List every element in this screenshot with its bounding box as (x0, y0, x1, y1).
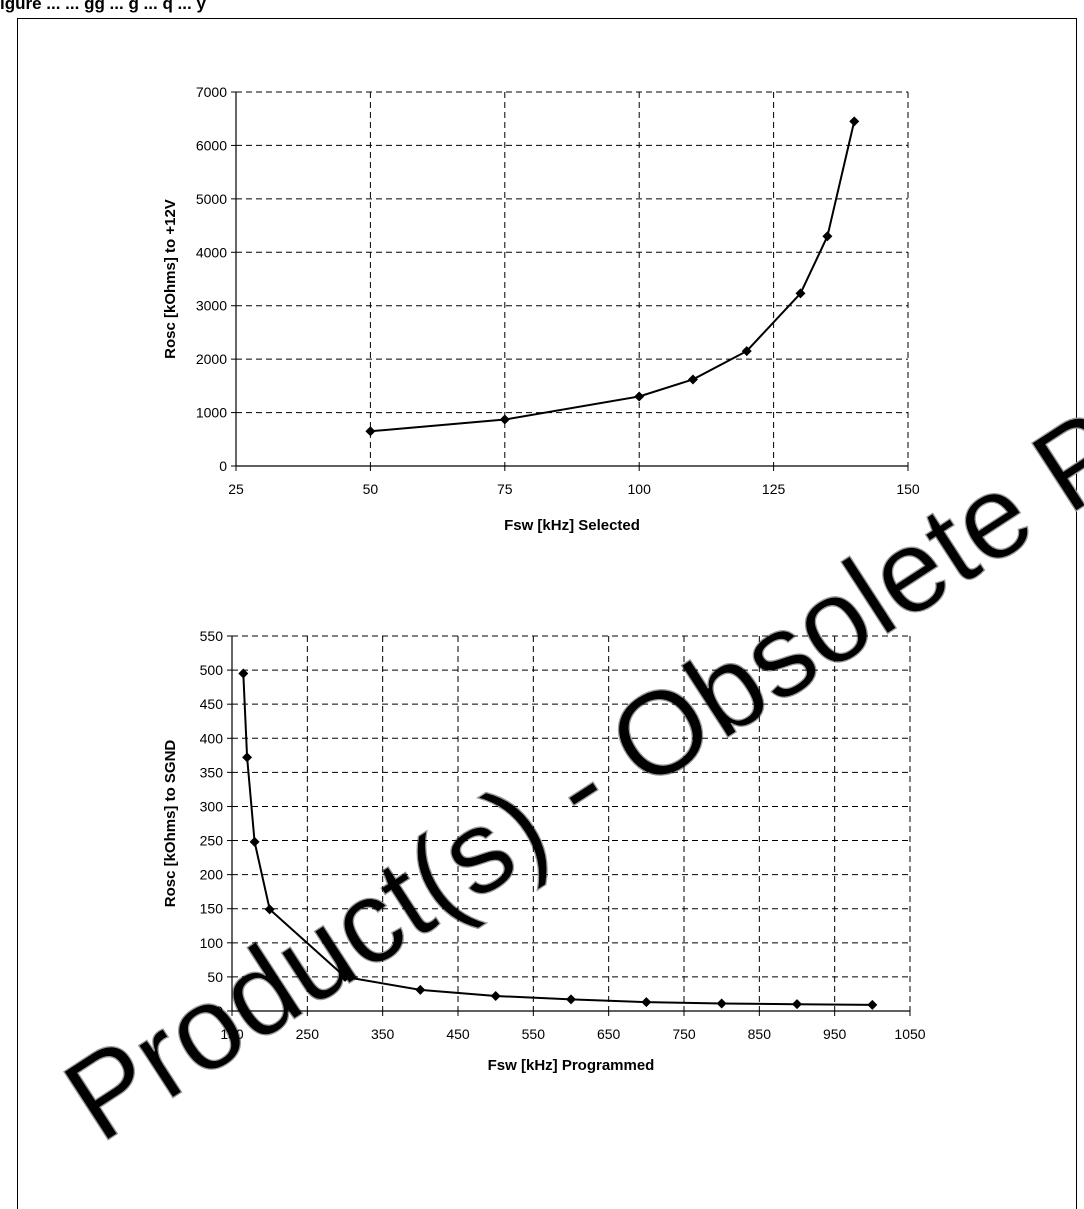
chart-rosc-vs-fsw-selected: 0 1000 2000 3000 4000 5000 6000 7000 25 50 75 100 12… (162, 84, 920, 534)
data-point (687, 374, 698, 385)
data-point (490, 991, 501, 1001)
x-tick-label: 50 (363, 481, 379, 497)
y-tick-label: 7000 (196, 84, 227, 100)
x-tick-label: 150 (220, 1026, 244, 1042)
x-tick-label: 750 (672, 1026, 696, 1042)
data-point (340, 971, 350, 982)
y-tick-label: 200 (200, 867, 224, 883)
data-point (365, 426, 376, 437)
data-point (499, 414, 510, 425)
y-tick-label: 4000 (196, 244, 227, 260)
y-tick-label: 250 (200, 833, 224, 849)
y-tick-label: 550 (200, 628, 224, 644)
x-tick-label: 550 (522, 1026, 546, 1042)
data-point (795, 288, 806, 299)
y-tick-label: 350 (200, 764, 224, 780)
x-tick-label: 350 (371, 1026, 395, 1042)
series-line (242, 673, 873, 1006)
y-tick-label: 450 (200, 696, 224, 712)
x-tick-label: 850 (748, 1026, 772, 1042)
y-tick-label: 6000 (196, 137, 227, 153)
data-point (822, 231, 833, 242)
y-axis-title: Rosc [kOhms] to +12V (162, 199, 179, 359)
y-tick-label: 50 (207, 969, 223, 985)
figure-caption: igure ... ... gg ... g ... q ... y (0, 0, 206, 13)
y-tick-label: 300 (200, 798, 224, 814)
data-point (741, 346, 752, 357)
y-tick-label: 0 (215, 1003, 223, 1019)
x-tick-label: 100 (628, 481, 652, 497)
data-point (264, 904, 275, 915)
y-tick-label: 500 (200, 662, 224, 678)
x-tick-label: 650 (597, 1026, 621, 1042)
data-point (238, 668, 249, 679)
x-tick-label: 950 (823, 1026, 847, 1042)
data-point (242, 752, 253, 763)
y-tick-label: 400 (200, 730, 224, 746)
data-point (867, 999, 878, 1010)
x-tick-label: 125 (762, 481, 786, 497)
x-tick-label: 25 (228, 481, 244, 497)
y-tick-label: 0 (219, 458, 227, 474)
data-point (849, 116, 860, 127)
data-point (415, 984, 426, 995)
x-tick-label: 75 (497, 481, 513, 497)
data-point (634, 391, 645, 402)
x-axis-title: Fsw [kHz] Selected (504, 517, 640, 534)
data-point (249, 836, 260, 847)
x-tick-label: 150 (896, 481, 920, 497)
figure-frame (17, 18, 1077, 1209)
data-point (716, 998, 727, 1009)
y-tick-label: 1000 (196, 405, 227, 421)
y-tick-label: 100 (200, 935, 224, 951)
y-tick-label: 150 (200, 901, 224, 917)
y-tick-label: 3000 (196, 298, 227, 314)
x-tick-label: 1050 (894, 1026, 925, 1042)
y-tick-label: 5000 (196, 191, 227, 207)
data-point (641, 997, 652, 1008)
x-tick-label: 450 (446, 1026, 470, 1042)
series-line (370, 121, 856, 433)
chart-rosc-vs-fsw-programmed: 0 50 100 150 200 250 300 350 400 450 500 550 150 250 3… (162, 628, 926, 1074)
data-point (792, 999, 802, 1010)
y-tick-label: 2000 (196, 351, 227, 367)
x-axis-title: Fsw [kHz] Programmed (488, 1057, 655, 1074)
x-tick-label: 250 (296, 1026, 320, 1042)
data-point (566, 994, 576, 1005)
y-axis-title: Rosc [kOhms] to SGND (162, 740, 179, 908)
